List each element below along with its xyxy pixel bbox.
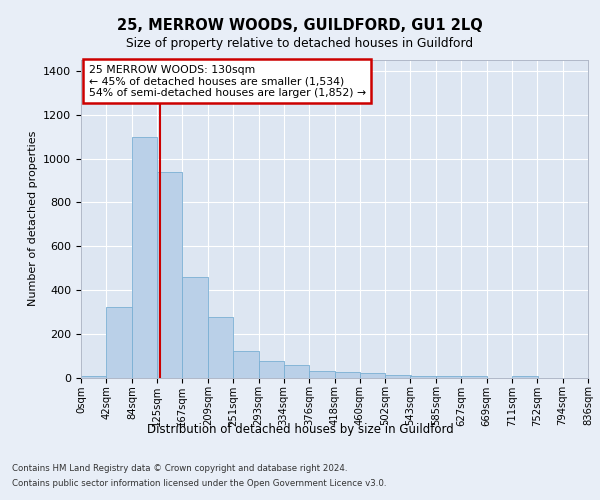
Text: Contains HM Land Registry data © Crown copyright and database right 2024.: Contains HM Land Registry data © Crown c… [12, 464, 347, 473]
Bar [436, 376, 461, 378]
Bar [309, 371, 335, 378]
Bar [461, 376, 487, 378]
Bar [106, 308, 132, 378]
Bar [182, 277, 208, 378]
Text: Contains public sector information licensed under the Open Government Licence v3: Contains public sector information licen… [12, 479, 386, 488]
Text: 25, MERROW WOODS, GUILDFORD, GU1 2LQ: 25, MERROW WOODS, GUILDFORD, GU1 2LQ [117, 18, 483, 32]
Bar [410, 376, 436, 378]
Text: Distribution of detached houses by size in Guildford: Distribution of detached houses by size … [146, 422, 454, 436]
Bar [385, 376, 411, 378]
Bar [81, 376, 106, 378]
Bar [284, 366, 309, 378]
Y-axis label: Number of detached properties: Number of detached properties [28, 131, 38, 306]
Bar [157, 172, 182, 378]
Text: Size of property relative to detached houses in Guildford: Size of property relative to detached ho… [127, 38, 473, 51]
Bar [360, 373, 385, 378]
Bar [259, 361, 284, 378]
Bar [208, 318, 233, 378]
Bar [233, 351, 259, 378]
Bar [335, 372, 360, 378]
Text: 25 MERROW WOODS: 130sqm
← 45% of detached houses are smaller (1,534)
54% of semi: 25 MERROW WOODS: 130sqm ← 45% of detache… [89, 65, 366, 98]
Bar [132, 136, 157, 378]
Bar [512, 376, 538, 378]
